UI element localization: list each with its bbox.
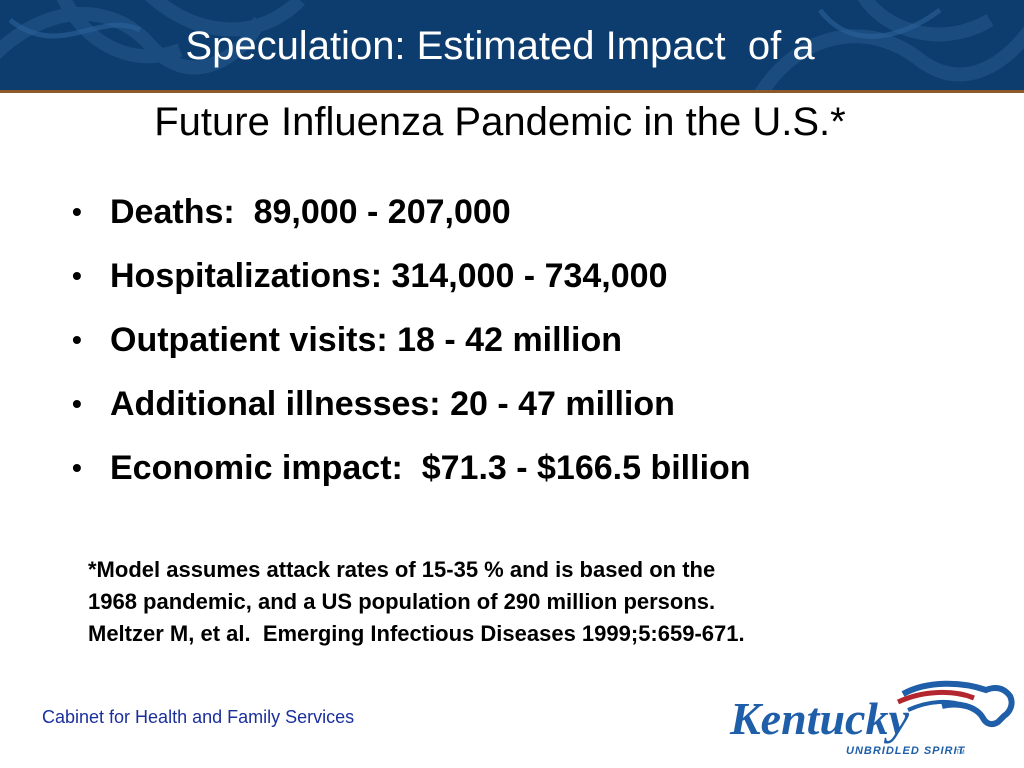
- logo-tagline: UNBRIDLED SPIRIT: [846, 745, 966, 757]
- header-rule: [0, 90, 1024, 93]
- bullet-marker: •: [72, 196, 82, 227]
- slide-title-line2: Future Influenza Pandemic in the U.S.*: [154, 100, 846, 144]
- bullet-marker: •: [72, 260, 82, 291]
- logo-wordmark: Kentucky: [729, 693, 909, 744]
- impact-bullet-list: • Deaths: 89,000 - 207,000 • Hospitaliza…: [72, 188, 972, 508]
- bullet-marker: •: [72, 388, 82, 419]
- footnote-line: Meltzer M, et al. Emerging Infectious Di…: [88, 621, 745, 646]
- footnote-line: 1968 pandemic, and a US population of 29…: [88, 589, 716, 614]
- bullet-text: Outpatient visits: 18 - 42 million: [110, 321, 622, 359]
- header-band: Speculation: Estimated Impact of a: [0, 0, 1024, 90]
- bullet-additional-illnesses: • Additional illnesses: 20 - 47 million: [72, 380, 972, 444]
- logo-trademark: TM: [956, 750, 965, 756]
- footnote-line: *Model assumes attack rates of 15-35 % a…: [88, 557, 716, 582]
- bullet-text: Hospitalizations: 314,000 - 734,000: [110, 257, 668, 295]
- bullet-text: Deaths: 89,000 - 207,000: [110, 193, 511, 231]
- bullet-text: Economic impact: $71.3 - $166.5 billion: [110, 449, 751, 487]
- bullet-marker: •: [72, 452, 82, 483]
- bullet-outpatient-visits: • Outpatient visits: 18 - 42 million: [72, 316, 972, 380]
- kentucky-logo: Kentucky UNBRIDLED SPIRIT TM: [729, 680, 1015, 757]
- horse-head-icon: [896, 680, 1015, 728]
- bullet-deaths: • Deaths: 89,000 - 207,000: [72, 188, 972, 252]
- model-footnote: *Model assumes attack rates of 15-35 % a…: [88, 554, 968, 650]
- agency-name: Cabinet for Health and Family Services: [42, 707, 355, 727]
- bullet-hospitalizations: • Hospitalizations: 314,000 - 734,000: [72, 252, 972, 316]
- bullet-text: Additional illnesses: 20 - 47 million: [110, 385, 675, 423]
- slide-title-line1: Speculation: Estimated Impact of a: [185, 24, 815, 68]
- header-swirl-pattern: [0, 0, 1024, 90]
- bullet-marker: •: [72, 324, 82, 355]
- bullet-economic-impact: • Economic impact: $71.3 - $166.5 billio…: [72, 444, 972, 508]
